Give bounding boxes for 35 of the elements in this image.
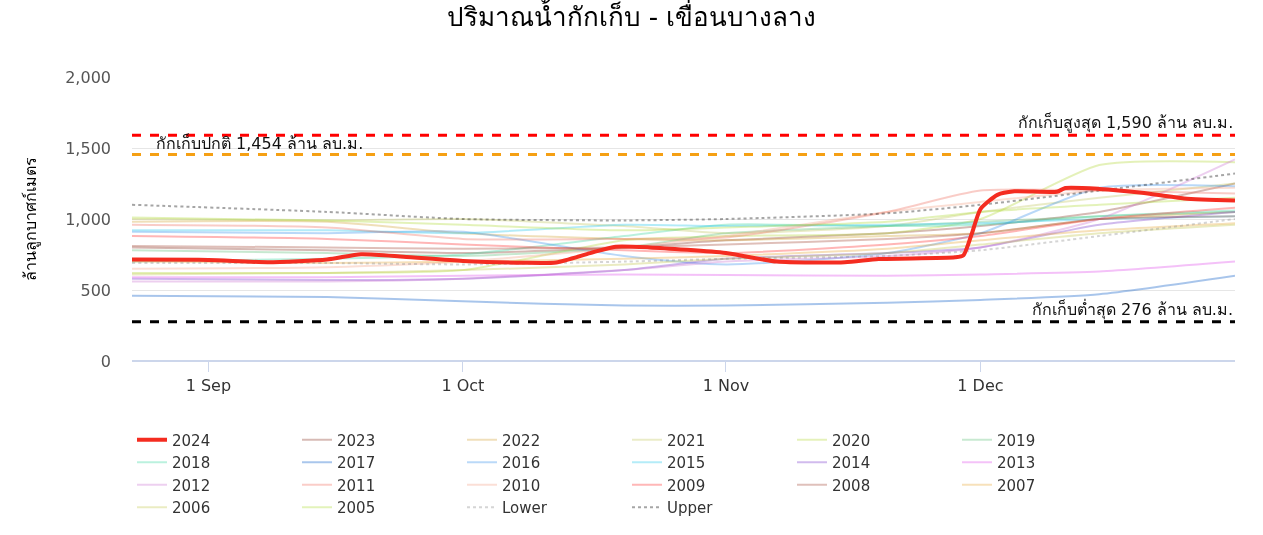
legend-label: 2020 (832, 431, 871, 450)
legend-label: 2005 (337, 499, 376, 518)
legend-label: 2011 (337, 476, 376, 495)
legend-label: 2014 (832, 454, 871, 473)
legend-label: Upper (667, 499, 714, 518)
legend-label: 2023 (337, 431, 376, 450)
y-tick-label: 1,000 (65, 209, 111, 229)
x-tick-label: 1 Nov (702, 376, 750, 396)
legend-label: 2008 (832, 476, 871, 495)
x-tick-label: 1 Dec (957, 376, 1004, 396)
x-tick-label: 1 Sep (185, 376, 232, 396)
legend-label: 2015 (667, 454, 706, 473)
legend-label: 2024 (172, 431, 211, 450)
legend-label: 2021 (667, 431, 706, 450)
ref-line-label: กักเก็บต่ำสุด 276 ล้าน ลบ.ม. (1032, 298, 1233, 320)
legend-label: 2010 (502, 476, 541, 495)
y-axis-title: ล้านลูกบาศก์เมตร (21, 157, 42, 281)
y-tick-label: 0 (100, 351, 111, 371)
legend-label: 2012 (172, 476, 211, 495)
x-tick-label: 1 Oct (441, 376, 485, 396)
legend-label: 2007 (997, 476, 1036, 495)
ref-line-label: กักเก็บปกติ 1,454 ล้าน ลบ.ม. (156, 133, 364, 153)
legend-label: 2018 (172, 454, 211, 473)
legend-label: 2009 (667, 476, 706, 495)
legend-label: 2017 (337, 454, 376, 473)
legend-label: 2016 (502, 454, 541, 473)
y-tick-label: 500 (80, 280, 111, 300)
legend-label: Lower (502, 499, 548, 518)
legend-label: 2022 (502, 431, 541, 450)
legend-label: 2006 (172, 499, 211, 518)
legend-label: 2019 (997, 431, 1036, 450)
y-tick-label: 2,000 (65, 67, 111, 87)
ref-line-label: กักเก็บสูงสุด 1,590 ล้าน ลบ.ม. (1018, 112, 1234, 133)
legend-label: 2013 (997, 454, 1036, 473)
y-tick-label: 1,500 (65, 138, 111, 158)
